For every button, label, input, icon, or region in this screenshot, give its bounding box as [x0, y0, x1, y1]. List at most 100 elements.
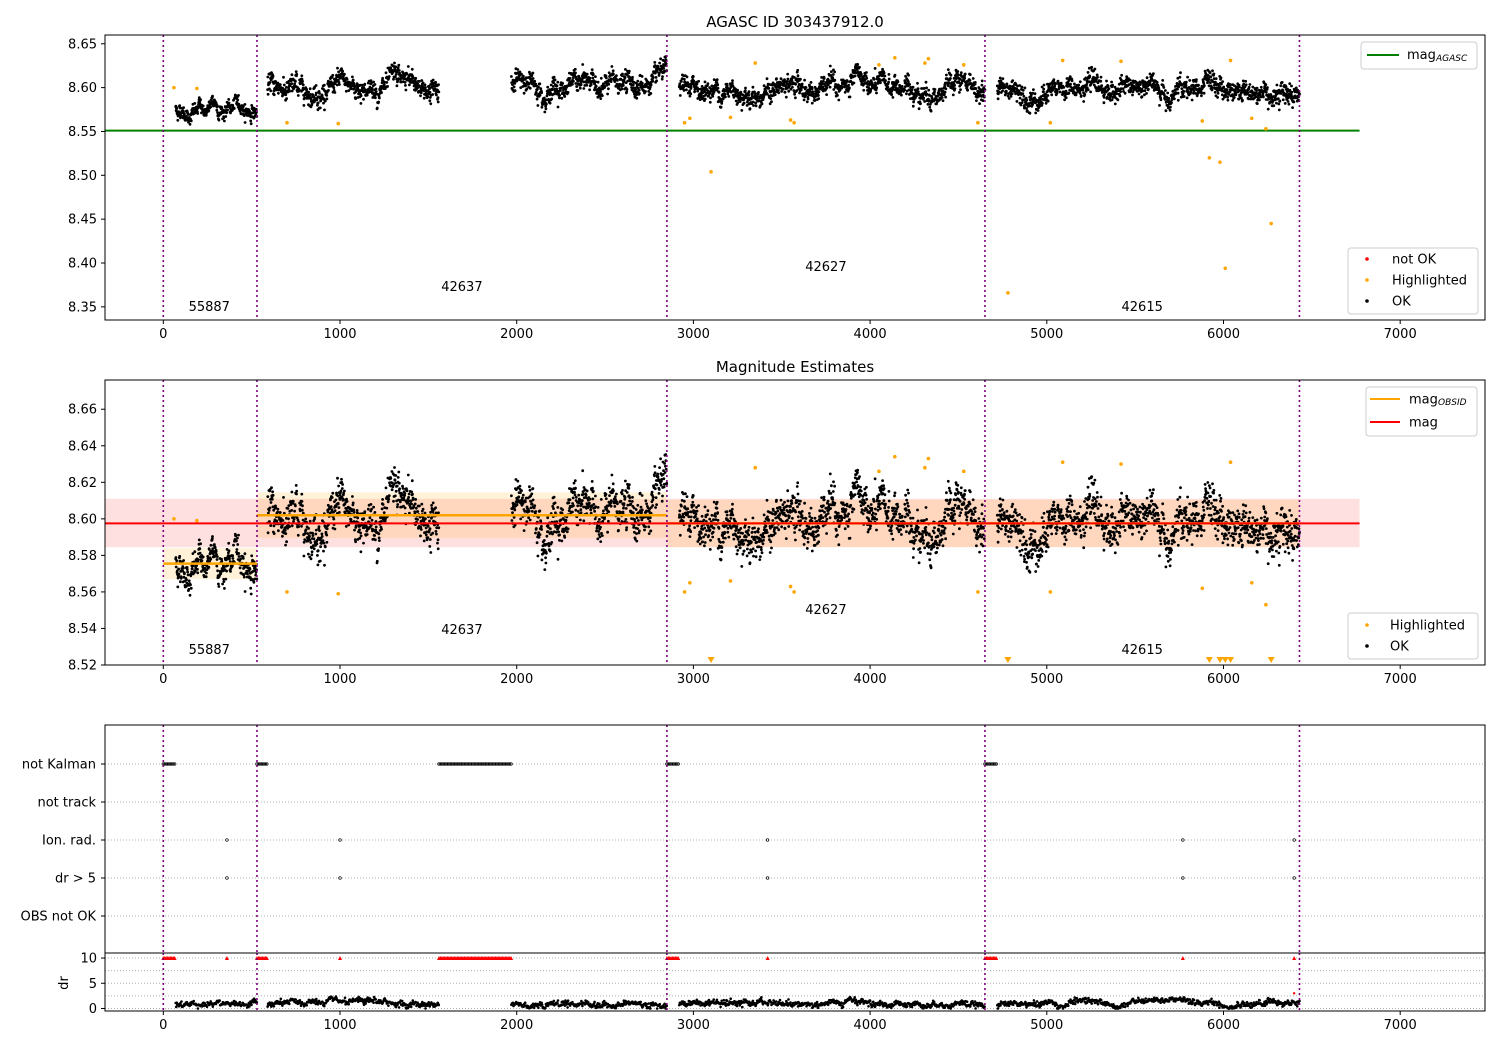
ok-point	[1169, 105, 1172, 109]
ok-point	[393, 466, 396, 469]
ok-point	[680, 80, 683, 83]
ok-point	[288, 525, 291, 528]
ok-point	[290, 490, 294, 494]
ok-point	[362, 86, 366, 89]
ok-point	[693, 90, 696, 94]
ok-point	[612, 72, 615, 76]
ok-point	[715, 81, 719, 84]
ok-point	[314, 84, 318, 87]
ok-point	[717, 90, 721, 94]
ok-point	[352, 510, 356, 514]
ok-point	[640, 75, 644, 78]
ok-point	[221, 582, 225, 586]
ok-point	[1086, 88, 1090, 92]
ok-point	[304, 528, 308, 532]
ok-point	[857, 70, 860, 74]
ok-point	[999, 79, 1003, 83]
ok-point	[237, 94, 240, 97]
ok-point	[1005, 82, 1009, 86]
ok-point	[411, 492, 414, 496]
ok-point	[734, 99, 738, 103]
ok-point	[196, 105, 200, 109]
ok-point	[370, 518, 374, 522]
ok-point	[354, 540, 357, 544]
ok-point	[974, 87, 978, 90]
ok-point	[290, 82, 294, 85]
ok-point	[537, 535, 541, 539]
ok-point	[954, 74, 958, 78]
panel-magnitude-estimates: Magnitude Estimates 55887426374262742615…	[68, 358, 1486, 687]
ok-point	[640, 81, 644, 85]
ok-point	[971, 77, 975, 80]
ok-point	[209, 105, 213, 109]
ok-point	[327, 89, 330, 92]
ok-point	[518, 484, 522, 488]
highlighted-point	[792, 120, 796, 125]
ok-point	[343, 72, 346, 76]
ok-point	[255, 577, 259, 581]
ok-point	[1025, 109, 1029, 113]
ok-point	[1099, 75, 1103, 79]
ok-point	[351, 78, 355, 82]
ok-point	[363, 510, 367, 513]
ok-point	[175, 559, 179, 562]
ok-point	[1034, 111, 1038, 115]
ok-point	[611, 69, 615, 73]
ok-point	[687, 85, 691, 88]
ok-point	[209, 98, 213, 102]
ok-point	[724, 95, 727, 99]
ok-point	[928, 103, 932, 106]
ok-point	[809, 90, 812, 94]
ok-point	[320, 94, 324, 98]
ok-point	[352, 508, 356, 512]
ok-point	[784, 95, 788, 99]
ok-point	[1176, 91, 1180, 95]
ok-point	[981, 99, 985, 102]
ok-point	[810, 87, 814, 91]
ok-point	[236, 536, 239, 540]
ok-point	[688, 89, 691, 93]
ok-point	[596, 80, 600, 84]
ok-point	[269, 89, 273, 93]
ok-point	[1020, 101, 1024, 104]
ok-point	[909, 85, 912, 89]
ok-point	[536, 87, 539, 91]
ok-point	[282, 83, 286, 87]
ok-point	[423, 83, 427, 87]
ok-point	[825, 86, 829, 90]
ok-point	[843, 79, 847, 83]
ok-point	[215, 558, 219, 561]
ok-point	[241, 107, 244, 111]
ok-point	[697, 79, 700, 83]
ok-point	[365, 93, 369, 97]
ok-point	[384, 71, 388, 75]
ok-point	[302, 554, 306, 558]
ok-point	[242, 575, 246, 579]
ok-point	[599, 90, 602, 94]
ok-point	[699, 93, 703, 96]
ok-point	[1103, 93, 1106, 96]
ok-point	[430, 504, 433, 507]
ok-point	[201, 104, 205, 108]
ok-point	[803, 78, 806, 82]
ok-point	[727, 95, 731, 98]
ok-point	[1292, 100, 1296, 104]
ok-point	[783, 90, 787, 94]
ok-point	[511, 511, 514, 514]
ok-point	[661, 75, 664, 78]
ok-point	[871, 83, 875, 87]
ok-point	[396, 79, 400, 83]
ok-point	[329, 505, 333, 509]
ok-point	[396, 66, 400, 70]
highlighted-point	[709, 170, 713, 174]
ok-point	[1004, 91, 1008, 95]
ok-point	[359, 94, 363, 98]
ok-point	[1073, 82, 1076, 86]
ok-point	[802, 98, 806, 102]
ok-point	[1120, 73, 1123, 77]
ok-point	[1210, 86, 1214, 89]
ok-point	[1107, 87, 1111, 91]
ok-point	[903, 88, 906, 92]
ok-point	[1222, 85, 1226, 89]
ok-point	[375, 559, 379, 563]
